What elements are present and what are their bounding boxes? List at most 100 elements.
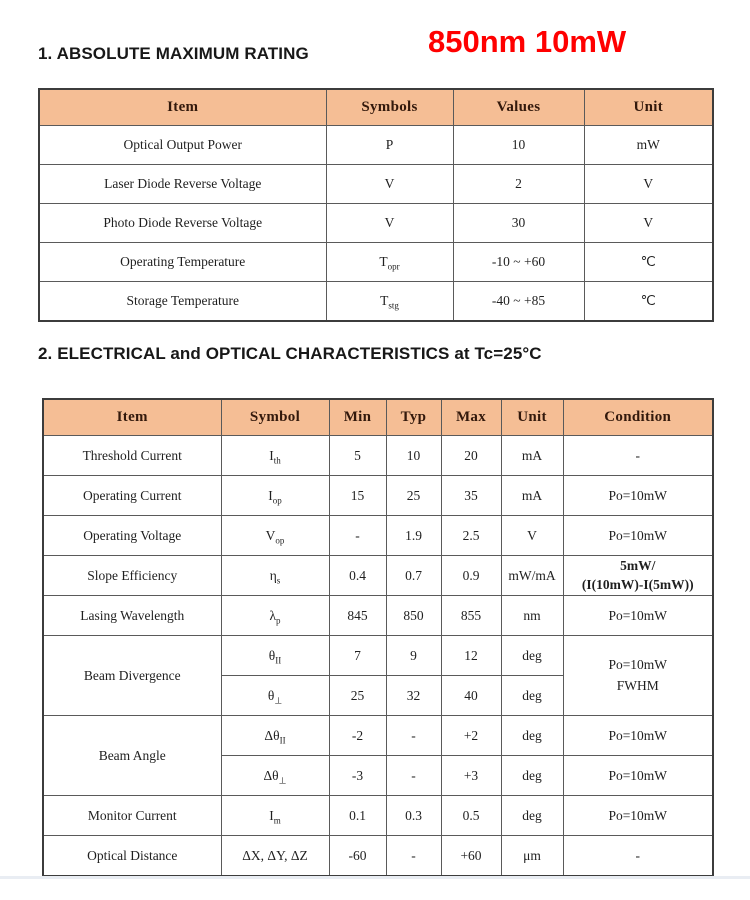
t2-header-symbol: Symbol (220, 398, 330, 436)
cell-item: Threshold Current (42, 435, 222, 476)
cell-symbol: Iop (220, 475, 330, 516)
product-label: 850nm 10mW (428, 24, 627, 59)
table-row: Beam Divergence θII 7 9 12 deg Po=10mW F… (42, 635, 714, 716)
cell-condition: Po=10mW (562, 755, 714, 796)
t2-header-min: Min (328, 398, 387, 436)
cell-symbol: λp (220, 595, 330, 636)
cell-condition: 5mW/ (I(10mW)-I(5mW)) (562, 555, 714, 596)
cell-max: 855 (440, 595, 502, 636)
cell-item: Optical Output Power (38, 125, 327, 165)
cell-unit: mW/mA (500, 555, 564, 596)
cell-item: Slope Efficiency (42, 555, 222, 596)
cell-item: Laser Diode Reverse Voltage (38, 164, 327, 204)
cell-item: Optical Distance (42, 835, 222, 877)
table-row: Beam Angle ΔθII -2 - +2 deg Po=10mW (42, 715, 714, 796)
cell-value: -40 ~ +85 (452, 281, 585, 322)
cell-min: -2 (328, 715, 387, 756)
t2-header-typ: Typ (385, 398, 442, 436)
table-row: Operating Current Iop 15 25 35 mA Po=10m… (42, 475, 714, 516)
table-row: Operating Voltage Vop - 1.9 2.5 V Po=10m… (42, 515, 714, 556)
cell-unit: deg (500, 795, 564, 836)
cell-typ: 0.3 (385, 795, 442, 836)
table-row: Monitor Current Im 0.1 0.3 0.5 deg Po=10… (42, 795, 714, 836)
cell-item: Beam Divergence (42, 635, 222, 716)
cell-item: Beam Angle (42, 715, 222, 796)
cell-value: 30 (452, 203, 585, 243)
cell-symbol: V (325, 164, 454, 204)
table-row: Optical Distance ΔX, ΔY, ΔZ -60 - +60 μm… (42, 835, 714, 877)
page-bottom-divider (0, 876, 750, 879)
t2-header-max: Max (440, 398, 502, 436)
cell-symbol: Ith (220, 435, 330, 476)
cell-typ: 850 (385, 595, 442, 636)
cell-unit: mW (583, 125, 714, 165)
cell-symbol: V (325, 203, 454, 243)
cell-max: 35 (440, 475, 502, 516)
cell-unit: V (583, 164, 714, 204)
cell-min: 7 (328, 635, 387, 676)
cell-max: +3 (440, 755, 502, 796)
t2-header-row: Item Symbol Min Typ Max Unit Condition (42, 398, 714, 436)
cell-symbol: Tstg (325, 281, 454, 322)
cell-symbol: Vop (220, 515, 330, 556)
cell-min: 15 (328, 475, 387, 516)
cell-value: 10 (452, 125, 585, 165)
table-row: Δθ⊥ -3 - +3 deg Po=10mW (43, 755, 714, 796)
cell-unit: V (583, 203, 714, 243)
table-row: θ⊥ 25 32 40 deg (43, 675, 713, 716)
cell-symbol: Topr (325, 242, 454, 282)
cell-value: 2 (452, 164, 585, 204)
cell-max: 2.5 (440, 515, 502, 556)
cell-min: -60 (328, 835, 387, 877)
cell-max: 40 (440, 675, 502, 716)
cell-min: - (328, 515, 387, 556)
cell-typ: - (385, 835, 442, 877)
cell-unit: μm (500, 835, 564, 877)
t2-header-item: Item (42, 398, 222, 436)
cell-min: 0.1 (328, 795, 387, 836)
cell-unit: deg (500, 755, 564, 796)
cell-unit: ℃ (583, 242, 714, 282)
t1-header-unit: Unit (583, 88, 714, 126)
cell-unit: deg (500, 715, 564, 756)
table-row: Optical Output Power P 10 mW (38, 125, 714, 165)
cell-max: +2 (440, 715, 502, 756)
cell-unit: V (500, 515, 564, 556)
cell-max: 0.5 (440, 795, 502, 836)
cell-min: -3 (328, 755, 387, 796)
cell-condition: Po=10mW FWHM (562, 635, 714, 716)
cell-condition: Po=10mW (562, 795, 714, 836)
cell-condition: Po=10mW (562, 475, 714, 516)
cell-symbol: P (325, 125, 454, 165)
cell-condition: Po=10mW (562, 715, 714, 756)
cell-typ: 10 (385, 435, 442, 476)
t1-header-values: Values (452, 88, 585, 126)
cell-condition: Po=10mW (562, 515, 714, 556)
t1-header-item: Item (38, 88, 327, 126)
t2-header-unit: Unit (500, 398, 564, 436)
table-row: Lasing Wavelength λp 845 850 855 nm Po=1… (42, 595, 714, 636)
section1-title: 1. ABSOLUTE MAXIMUM RATING (38, 44, 309, 63)
cell-min: 25 (328, 675, 387, 716)
cell-typ: 9 (385, 635, 442, 676)
cell-typ: 0.7 (385, 555, 442, 596)
cell-symbol: θII (220, 635, 330, 676)
cell-min: 5 (328, 435, 387, 476)
t1-header-symbols: Symbols (325, 88, 454, 126)
cell-unit: mA (500, 435, 564, 476)
cell-symbol: Im (220, 795, 330, 836)
cell-item: Monitor Current (42, 795, 222, 836)
cell-item: Storage Temperature (38, 281, 327, 322)
cell-typ: 1.9 (385, 515, 442, 556)
electrical-optical-characteristics-table: Item Symbol Min Typ Max Unit Condition T… (42, 398, 714, 877)
cell-condition: - (562, 435, 714, 476)
cell-unit: mA (500, 475, 564, 516)
cell-unit: deg (500, 635, 564, 676)
cell-max: 20 (440, 435, 502, 476)
cell-symbol: ηs (220, 555, 330, 596)
cell-unit: ℃ (583, 281, 714, 322)
cell-max: +60 (440, 835, 502, 877)
table-row: Operating Temperature Topr -10 ~ +60 ℃ (38, 242, 714, 282)
cell-item: Lasing Wavelength (42, 595, 222, 636)
